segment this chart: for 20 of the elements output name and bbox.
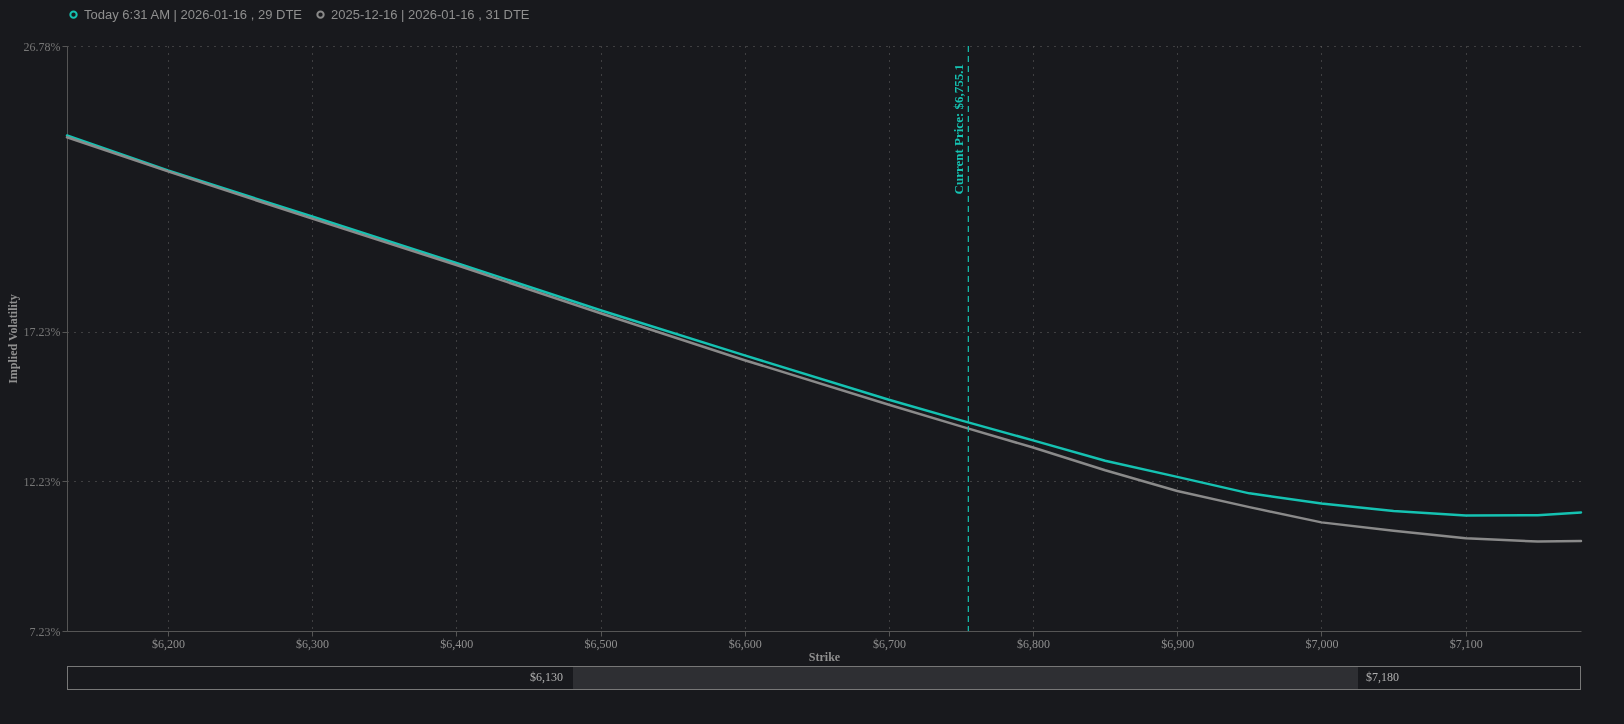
x-tick-label: $6,700 bbox=[872, 636, 906, 651]
x-tick-label: $6,500 bbox=[584, 636, 618, 651]
y-tick-label: 17.23% bbox=[23, 325, 61, 340]
x-tick-label: $7,000 bbox=[1305, 636, 1339, 651]
x-tick-label: $6,800 bbox=[1017, 636, 1051, 651]
legend-label: 2025-12-16 | 2026-01-16 , 31 DTE bbox=[331, 6, 530, 22]
x-tick-label: $7,100 bbox=[1449, 636, 1483, 651]
x-tick-label: $6,300 bbox=[296, 636, 330, 651]
x-tick-label: $6,600 bbox=[728, 636, 762, 651]
x-axis-title: Strike bbox=[808, 649, 841, 664]
legend-label: Today 6:31 AM | 2026-01-16 , 29 DTE bbox=[84, 6, 303, 22]
y-tick-label: 7.23% bbox=[29, 624, 61, 639]
x-tick-label: $6,900 bbox=[1161, 636, 1195, 651]
y-axis-title: Implied Volatility bbox=[5, 294, 20, 384]
y-tick-label: 26.78% bbox=[23, 39, 61, 54]
ref-line-label: Current Price: $6,755.1 bbox=[951, 64, 967, 195]
y-tick-label: 12.23% bbox=[23, 474, 61, 489]
x-tick-label: $6,200 bbox=[151, 636, 185, 651]
x-tick-label: $6,400 bbox=[440, 636, 474, 651]
range-slider: $6,130 $7,180 bbox=[67, 666, 1581, 690]
